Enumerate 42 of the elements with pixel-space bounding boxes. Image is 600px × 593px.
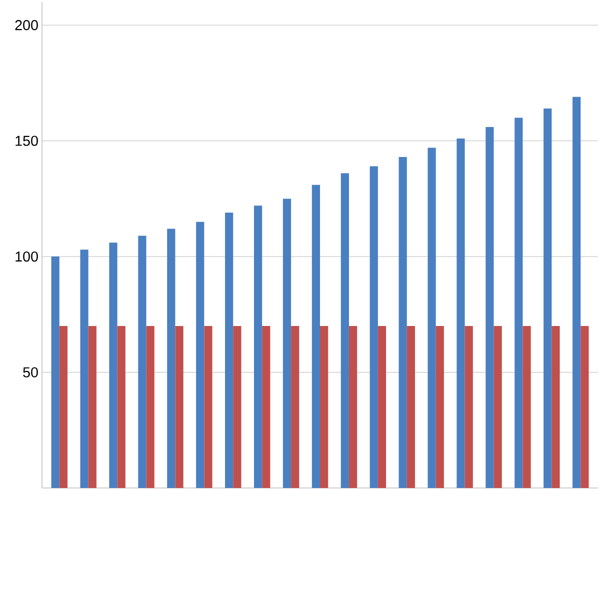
bar	[572, 96, 581, 488]
bar	[167, 228, 176, 488]
bar	[522, 326, 531, 488]
bar	[109, 242, 118, 488]
bar	[262, 326, 270, 488]
bar	[340, 173, 349, 488]
bar	[428, 148, 436, 488]
y-tick-label: 100	[16, 251, 38, 262]
bar	[175, 326, 184, 488]
bar	[378, 326, 386, 488]
bar	[580, 326, 589, 488]
bar	[494, 326, 502, 488]
bar	[348, 326, 358, 488]
bar	[514, 118, 523, 488]
bar	[552, 326, 560, 488]
bar	[544, 108, 552, 488]
bar	[138, 236, 146, 488]
bar	[486, 126, 494, 488]
y-tick-label: 150	[16, 136, 38, 146]
y-tick-label: 200	[15, 20, 38, 30]
bar	[436, 326, 444, 488]
bar	[291, 326, 300, 488]
bar	[312, 184, 320, 488]
bar	[204, 326, 212, 488]
y-tick-label: 50	[23, 367, 38, 378]
bar	[196, 222, 204, 488]
bar	[456, 138, 465, 488]
bar	[406, 326, 415, 488]
bar	[225, 212, 234, 488]
bar	[464, 326, 473, 488]
bar	[146, 326, 154, 488]
bar	[88, 326, 96, 488]
bar	[51, 256, 60, 488]
bar	[80, 250, 88, 488]
bar	[59, 326, 68, 488]
bar	[282, 198, 292, 488]
bar	[398, 157, 407, 488]
bar	[117, 326, 126, 488]
bar	[320, 326, 328, 488]
bar	[370, 166, 378, 488]
bar	[254, 206, 262, 488]
bar	[233, 326, 242, 488]
